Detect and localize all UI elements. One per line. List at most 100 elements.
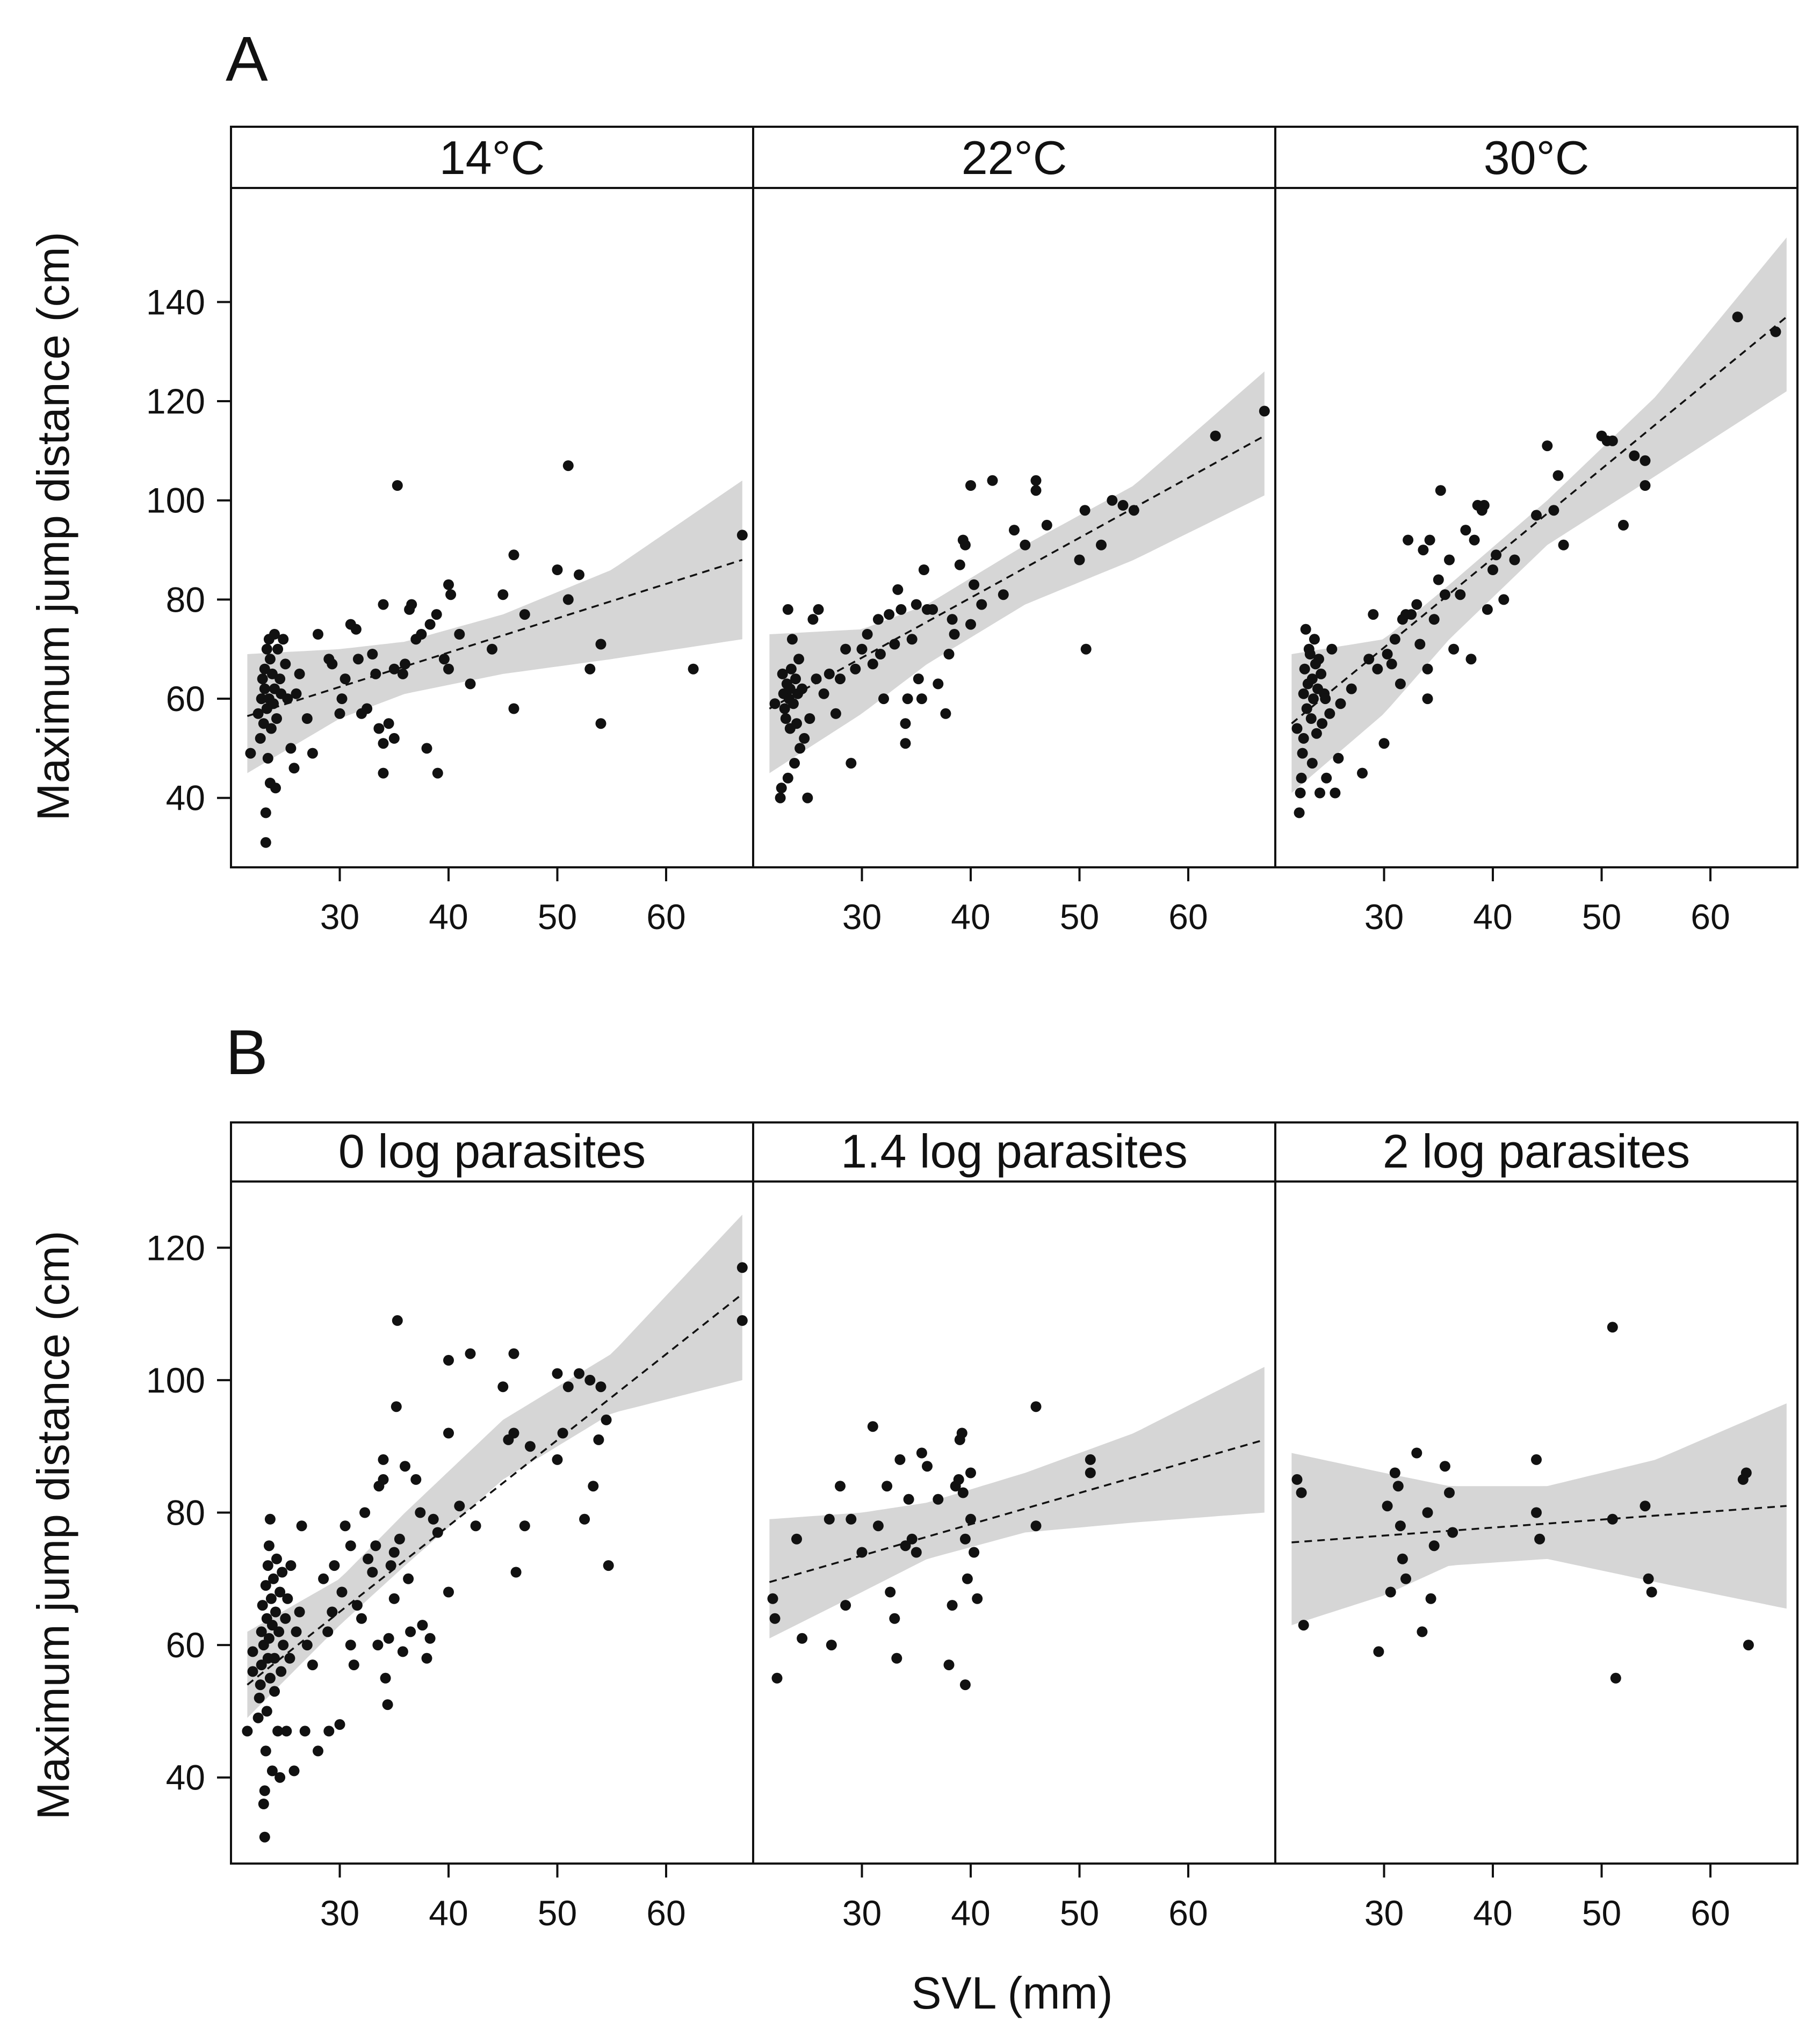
data-point-a-2-39 — [867, 658, 878, 670]
data-point-b-1-106 — [552, 1454, 563, 1465]
data-point-a-3-68 — [1487, 564, 1498, 575]
data-point-b-1-68 — [370, 1540, 381, 1552]
x-tick-label-a-3-50: 50 — [1582, 897, 1621, 937]
data-point-b-1-101 — [508, 1427, 519, 1439]
panel-frame-b-3 — [1274, 1180, 1799, 1865]
data-point-a-1-23 — [270, 782, 281, 794]
data-point-a-1-40 — [334, 708, 345, 719]
data-point-a-2-29 — [813, 604, 824, 615]
data-point-b-2-23 — [916, 1447, 927, 1459]
data-point-b-3-25 — [1610, 1672, 1621, 1684]
data-point-a-1-81 — [562, 594, 574, 605]
data-point-b-1-37 — [277, 1567, 288, 1578]
data-point-a-3-31 — [1330, 787, 1341, 799]
data-point-a-1-49 — [370, 668, 381, 679]
data-point-a-1-83 — [584, 663, 596, 675]
data-point-a-3-10 — [1301, 703, 1312, 714]
y-tick-label-a-60: 60 — [166, 679, 205, 719]
data-point-b-1-65 — [359, 1507, 371, 1518]
panel-a-2: 22°C 30 40 50 60 — [752, 126, 1276, 937]
data-point-a-3-55 — [1433, 574, 1444, 585]
data-point-a-1-80 — [562, 460, 574, 472]
data-point-b-1-60 — [345, 1540, 356, 1552]
data-point-a-2-69 — [987, 475, 998, 486]
data-point-b-1-20 — [263, 1540, 275, 1552]
data-point-b-1-34 — [275, 1586, 286, 1598]
data-point-a-1-52 — [378, 767, 389, 779]
data-point-b-1-45 — [291, 1626, 302, 1637]
data-point-b-1-115 — [595, 1381, 606, 1393]
data-point-a-3-30 — [1326, 643, 1338, 655]
data-point-b-3-19 — [1447, 1527, 1458, 1538]
x-tick-label-b-1-40: 40 — [429, 1893, 468, 1933]
data-point-a-3-33 — [1335, 698, 1346, 709]
data-point-a-1-37 — [313, 629, 323, 640]
x-tick-label-b-3-40: 40 — [1473, 1893, 1512, 1933]
data-point-b-2-10 — [846, 1513, 857, 1525]
data-point-b-1-116 — [601, 1414, 612, 1425]
data-point-a-1-54 — [383, 718, 394, 729]
data-point-a-1-36 — [307, 748, 318, 759]
data-point-b-3-18 — [1444, 1487, 1455, 1498]
data-point-a-3-50 — [1418, 545, 1429, 556]
data-point-a-2-48 — [900, 738, 911, 749]
data-point-a-1-64 — [421, 743, 432, 754]
data-point-a-2-56 — [927, 604, 938, 615]
data-point-a-3-8 — [1299, 663, 1310, 675]
data-point-b-3-5 — [1382, 1501, 1393, 1512]
data-point-a-2-50 — [906, 634, 918, 645]
data-point-a-3-13 — [1304, 649, 1316, 659]
y-tick-label-a-120: 120 — [146, 381, 205, 421]
data-point-a-3-70 — [1498, 594, 1510, 605]
data-point-a-3-41 — [1386, 658, 1397, 670]
data-point-b-3-31 — [1743, 1640, 1754, 1651]
data-point-a-1-77 — [508, 549, 519, 561]
data-point-b-1-21 — [263, 1633, 275, 1644]
data-point-a-2-28 — [811, 673, 822, 685]
data-point-b-3-22 — [1534, 1533, 1545, 1545]
data-point-a-3-3 — [1295, 787, 1306, 799]
data-point-a-2-6 — [779, 703, 790, 714]
data-point-b-1-6 — [255, 1679, 266, 1691]
data-point-a-2-23 — [797, 683, 808, 694]
y-tick-label-a-100: 100 — [146, 481, 205, 520]
data-point-a-1-30 — [282, 693, 293, 705]
x-tick-label-a-1-60: 60 — [646, 897, 685, 937]
data-point-a-2-43 — [884, 609, 895, 620]
data-point-b-2-34 — [959, 1679, 971, 1691]
confidence-band-a-2 — [769, 371, 1265, 773]
data-point-a-3-48 — [1411, 599, 1422, 610]
data-point-b-1-96 — [454, 1501, 465, 1512]
fit-line-b-1 — [247, 1293, 743, 1686]
data-point-a-1-59 — [400, 658, 410, 670]
data-point-a-1-74 — [487, 643, 497, 655]
data-point-a-2-40 — [872, 614, 884, 625]
data-point-a-3-1 — [1291, 723, 1303, 734]
data-point-a-2-78 — [1080, 643, 1092, 655]
data-point-b-1-74 — [382, 1699, 393, 1710]
data-point-a-2-15 — [786, 634, 798, 645]
data-point-a-2-46 — [895, 604, 907, 615]
data-point-a-2-76 — [1074, 554, 1085, 566]
data-point-b-2-41 — [1030, 1520, 1042, 1532]
data-point-a-2-58 — [940, 708, 951, 719]
confidence-band-b-2 — [769, 1367, 1265, 1639]
data-point-b-2-1 — [767, 1593, 778, 1604]
data-point-a-3-34 — [1346, 683, 1357, 694]
data-point-a-3-9 — [1300, 624, 1311, 635]
data-point-a-2-82 — [1128, 505, 1139, 516]
data-point-b-1-119 — [736, 1315, 748, 1326]
data-point-a-1-48 — [367, 649, 378, 659]
data-point-a-1-34 — [294, 668, 305, 679]
x-tick-label-a-2-40: 40 — [951, 897, 990, 937]
data-point-b-3-7 — [1389, 1467, 1400, 1478]
data-point-a-1-26 — [275, 673, 286, 685]
data-point-b-1-77 — [388, 1593, 400, 1604]
y-tick-label-b-40: 40 — [166, 1758, 205, 1797]
x-tick-label-a-2-50: 50 — [1060, 897, 1099, 937]
data-point-a-3-79 — [1607, 435, 1618, 446]
data-point-a-1-72 — [454, 629, 465, 640]
data-point-b-1-61 — [345, 1640, 356, 1651]
data-point-b-2-31 — [956, 1427, 967, 1439]
data-point-a-2-32 — [830, 708, 841, 719]
